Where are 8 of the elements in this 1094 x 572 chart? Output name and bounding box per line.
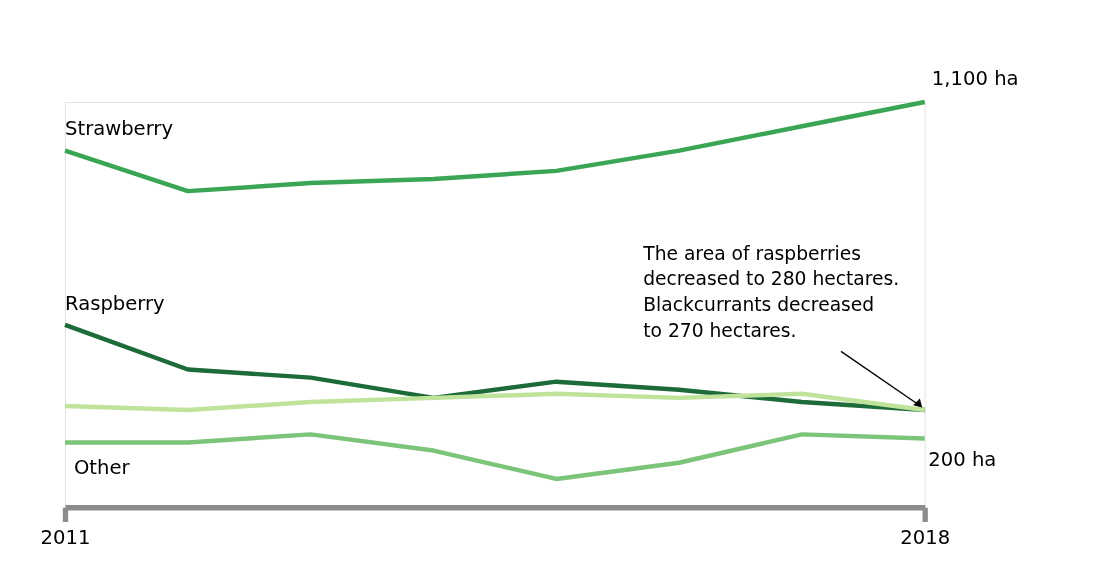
series-label: Strawberry [65, 117, 174, 141]
annotation: 200 ha [928, 448, 997, 472]
series-label: Other [73, 455, 131, 479]
x-tick-label: 2011 [40, 526, 91, 550]
series-label: Raspberry [65, 291, 165, 315]
x-tick-label: 2018 [900, 526, 951, 550]
annotation: The area of raspberries decreased to 280 hectares. Blackcurrants decreased to 270 hectares. [642, 242, 900, 342]
annotation: 1,100 ha [931, 67, 1019, 91]
